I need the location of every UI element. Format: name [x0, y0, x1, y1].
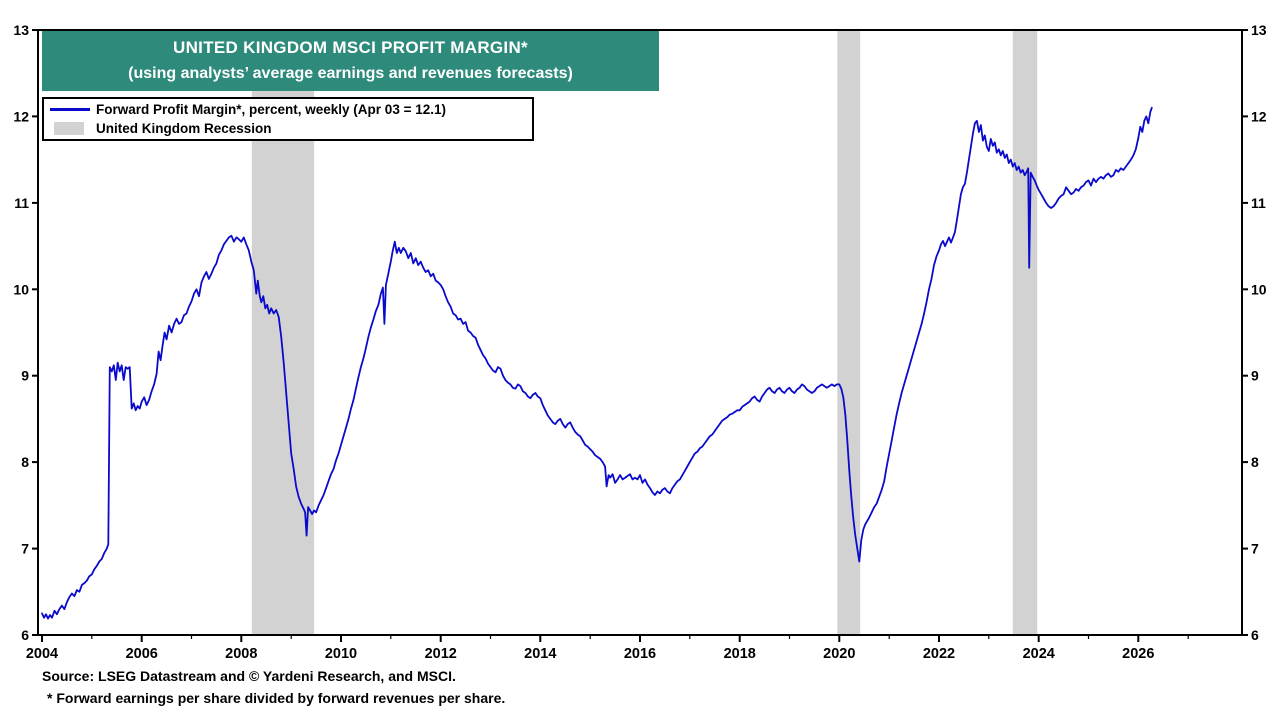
chart-subtitle: (using analysts’ average earnings and re… — [128, 65, 573, 82]
y-tick-label-right: 7 — [1251, 541, 1259, 557]
x-tick-label: 2016 — [624, 646, 656, 662]
y-tick-label-left: 10 — [13, 281, 29, 297]
y-tick-label-left: 6 — [21, 627, 29, 643]
plot-frame — [37, 29, 1243, 636]
x-tick-label: 2024 — [1023, 646, 1055, 662]
y-tick-label-right: 11 — [1251, 195, 1266, 211]
line-swatch — [50, 108, 90, 111]
y-tick-label-left: 9 — [21, 368, 29, 384]
y-tick-label-right: 8 — [1251, 454, 1259, 470]
x-tick-label: 2008 — [225, 646, 257, 662]
y-tick-label-right: 6 — [1251, 627, 1259, 643]
x-tick-label: 2014 — [524, 646, 556, 662]
legend-label-recession: United Kingdom Recession — [96, 121, 272, 136]
legend-swatch-cell — [50, 108, 96, 111]
legend-item-recession: United Kingdom Recession — [50, 119, 526, 138]
chart-title-box: UNITED KINGDOM MSCI PROFIT MARGIN* (usin… — [42, 31, 659, 91]
recession-band — [1012, 30, 1038, 635]
legend-swatch-cell — [50, 122, 96, 135]
legend-item-forward-profit-margin: Forward Profit Margin*, percent, weekly … — [50, 100, 526, 119]
y-tick-label-left: 12 — [13, 108, 29, 124]
x-tick-label: 2018 — [724, 646, 756, 662]
y-tick-label-left: 7 — [21, 541, 29, 557]
y-tick-label-right: 10 — [1251, 281, 1267, 297]
y-tick-label-right: 13 — [1251, 22, 1267, 38]
y-tick-label-left: 13 — [13, 22, 29, 38]
y-tick-label-left: 11 — [14, 195, 29, 211]
x-tick-label: 2020 — [823, 646, 855, 662]
legend-label-forward-profit-margin: Forward Profit Margin*, percent, weekly … — [96, 102, 446, 117]
chart-title: UNITED KINGDOM MSCI PROFIT MARGIN* — [173, 38, 528, 57]
recession-swatch — [54, 122, 84, 135]
x-tick-label: 2010 — [325, 646, 357, 662]
x-tick-label: 2012 — [425, 646, 457, 662]
x-tick-label: 2022 — [923, 646, 955, 662]
y-tick-label-left: 8 — [21, 454, 29, 470]
y-tick-label-right: 9 — [1251, 368, 1259, 384]
footnote: * Forward earnings per share divided by … — [47, 690, 506, 706]
x-tick-label: 2026 — [1122, 646, 1154, 662]
x-tick-label: 2006 — [126, 646, 158, 662]
recession-band — [837, 30, 861, 635]
forward-profit-margin-line — [41, 106, 1153, 620]
chart-legend: Forward Profit Margin*, percent, weekly … — [42, 97, 534, 141]
x-tick-label: 2004 — [26, 646, 58, 662]
y-tick-label-right: 12 — [1251, 108, 1267, 124]
source-note: Source: LSEG Datastream and © Yardeni Re… — [42, 668, 456, 684]
